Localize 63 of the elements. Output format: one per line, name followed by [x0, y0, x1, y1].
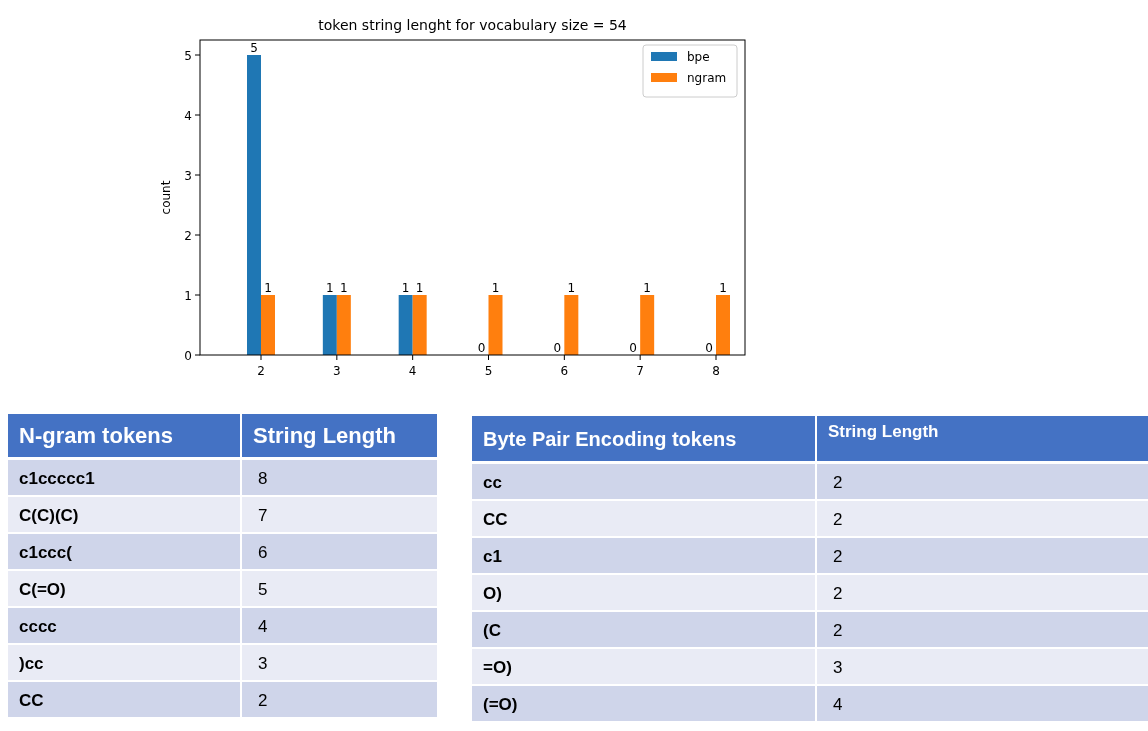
data-label: 1 [401, 281, 410, 295]
data-label: 5 [258, 579, 268, 599]
category-label: (=O) [483, 694, 518, 714]
category-label: cccc [19, 616, 57, 636]
data-label: 6 [258, 542, 268, 562]
data-label: 0 [705, 341, 713, 355]
x-tick-label: 5 [484, 364, 493, 378]
y-tick-label: 3 [184, 168, 192, 183]
text: String Length [253, 423, 396, 449]
category-label: CC [483, 509, 508, 529]
x-tick-label: 6 [560, 364, 569, 378]
data-label: 2 [833, 546, 843, 566]
category-label: C(=O) [19, 579, 66, 599]
category-label: (C [483, 620, 501, 640]
y-tick-label: 1 [184, 288, 192, 303]
text: N-gram tokens [19, 423, 174, 449]
category-label: c1ccc( [19, 542, 73, 562]
data-label: 8 [258, 468, 268, 488]
x-tick-label: 4 [408, 364, 417, 378]
category-label: C(C)(C) [19, 505, 79, 525]
data-label: 1 [340, 281, 348, 295]
data-label: 3 [258, 653, 268, 673]
text: Byte Pair Encoding tokens [483, 427, 737, 450]
data-label: 1 [719, 281, 727, 295]
data-label: 2 [833, 472, 843, 492]
data-label: 1 [491, 281, 500, 295]
category-label: O) [483, 583, 502, 603]
data-label: 0 [477, 341, 486, 355]
data-label: 0 [629, 341, 637, 355]
x-tick-label: 8 [712, 364, 720, 378]
x-tick-label: 3 [333, 364, 341, 378]
data-label: 2 [833, 620, 843, 640]
data-label: 0 [553, 341, 562, 355]
x-tick-label: 7 [636, 364, 644, 378]
legend-label: ngram [687, 71, 727, 85]
y-tick-label: 2 [184, 228, 192, 243]
category-label: =O) [483, 657, 512, 677]
y-axis-title: count [159, 180, 173, 215]
category-label: )cc [19, 653, 44, 673]
legend-label: bpe [687, 50, 710, 64]
data-label: 2 [258, 690, 268, 710]
data-label: 1 [415, 281, 424, 295]
y-tick-label: 4 [184, 108, 192, 123]
chart-title: token string lenght for vocabulary size = 54 [318, 17, 627, 33]
x-tick-label: 2 [257, 364, 265, 378]
y-tick-label: 5 [184, 48, 192, 63]
category-label: CC [19, 690, 44, 710]
category-label: c1ccccc1 [19, 468, 95, 488]
text: String Length [828, 421, 939, 441]
data-label: 1 [264, 281, 272, 295]
data-label: 3 [833, 657, 843, 677]
data-label: 4 [833, 694, 843, 714]
data-label: 1 [326, 281, 334, 295]
y-tick-label: 0 [184, 348, 192, 363]
category-label: c1 [483, 546, 502, 566]
data-label: 1 [567, 281, 576, 295]
data-label: 7 [258, 505, 268, 525]
category-label: cc [483, 472, 502, 492]
data-label: 5 [250, 41, 258, 55]
data-label: 2 [833, 509, 843, 529]
data-label: 4 [258, 616, 268, 636]
data-label: 1 [643, 281, 651, 295]
data-label: 2 [833, 583, 843, 603]
